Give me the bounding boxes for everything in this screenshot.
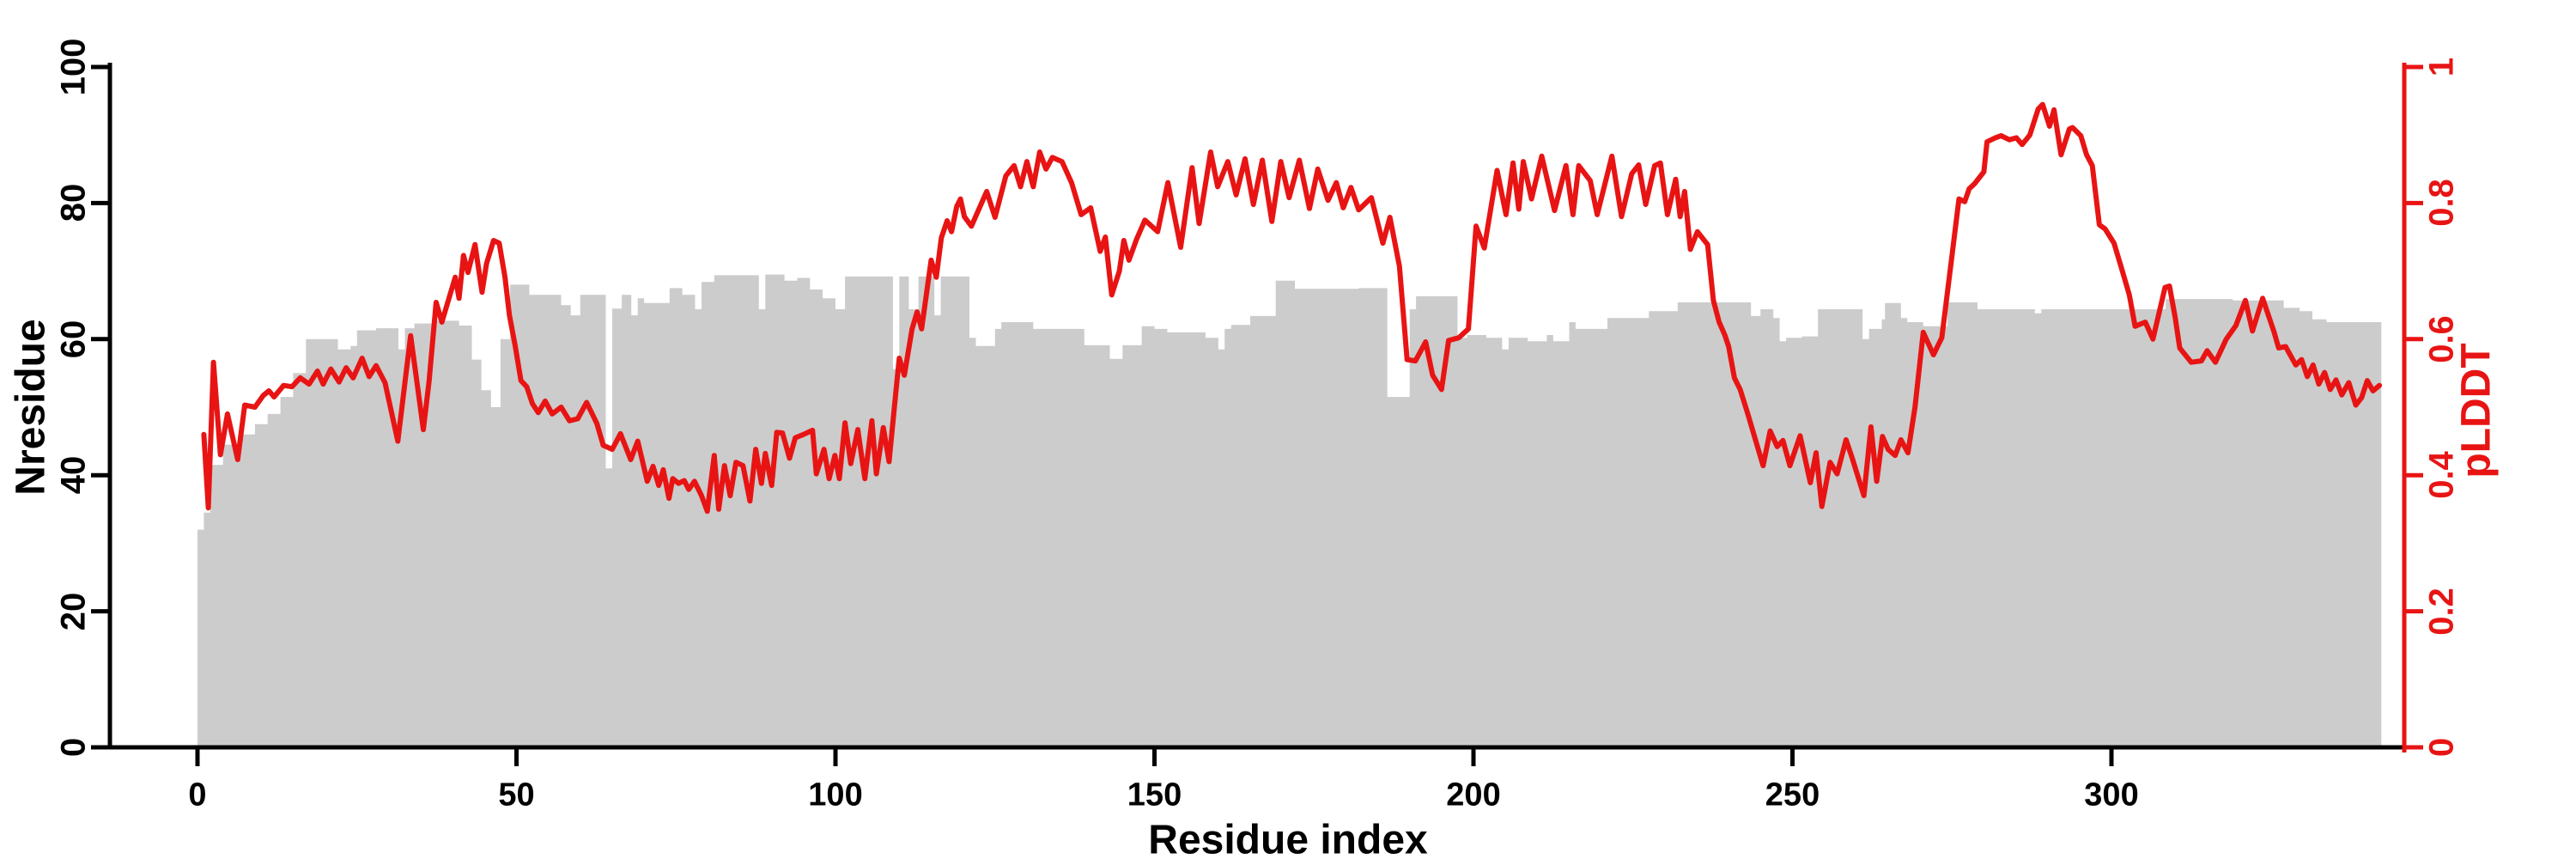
x-tick-label: 50 bbox=[498, 777, 535, 813]
y-tick-label: 0.2 bbox=[2422, 587, 2461, 636]
y-tick-label: 0 bbox=[54, 737, 93, 758]
y-tick-label: 20 bbox=[54, 592, 93, 631]
y-tick-label: 80 bbox=[54, 184, 93, 222]
x-axis-title: Residue index bbox=[1148, 817, 1428, 859]
y-tick-label: 100 bbox=[54, 38, 93, 96]
x-tick-label: 200 bbox=[1446, 777, 1501, 813]
nresidue-area bbox=[197, 274, 2382, 748]
x-tick-label: 150 bbox=[1127, 777, 1182, 813]
x-tick-label: 100 bbox=[808, 777, 863, 813]
y-tick-label: 0.4 bbox=[2422, 451, 2461, 499]
plddt-line bbox=[201, 101, 2383, 515]
x-tick-label: 0 bbox=[188, 777, 207, 813]
y-tick-label: 60 bbox=[54, 320, 93, 359]
y-tick-label: 0.8 bbox=[2422, 179, 2461, 228]
y-tick-label: 0.6 bbox=[2422, 314, 2461, 363]
y-tick-label: 1 bbox=[2422, 57, 2461, 77]
y-tick-label: 40 bbox=[54, 455, 93, 495]
left-axis-title: Nresidue bbox=[8, 319, 54, 496]
x-tick-label: 250 bbox=[1765, 777, 1820, 813]
x-tick-label: 300 bbox=[2084, 777, 2139, 813]
y-tick-label: 0 bbox=[2422, 737, 2461, 758]
